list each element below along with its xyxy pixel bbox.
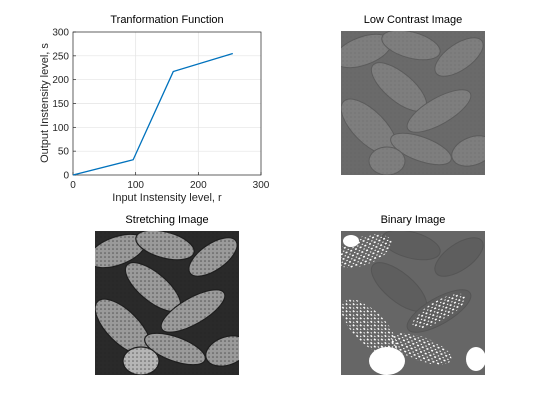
y-tick-label: 150 [52, 99, 69, 110]
x-tick-label: 200 [190, 180, 207, 191]
y-tick-label: 200 [52, 75, 69, 86]
x-tick-label: 100 [127, 180, 144, 191]
y-tick-label: 100 [52, 123, 69, 134]
x-tick-label: 300 [253, 180, 270, 191]
binary-image [334, 229, 486, 375]
stretching-image [87, 229, 249, 376]
y-tick-label: 0 [63, 171, 69, 182]
low-contrast-image [333, 29, 495, 176]
y-tick-label: 250 [52, 51, 69, 62]
y-tick-label: 300 [52, 28, 69, 39]
y-tick-label: 50 [58, 147, 70, 158]
x-axis-label: Input Instensity level, r [112, 192, 222, 204]
binary-title: Binary Image [380, 214, 446, 226]
series-line [72, 52, 233, 176]
plot-title: Tranformation Function [110, 14, 224, 26]
low-contrast-title: Low Contrast Image [363, 14, 463, 26]
y-axis-label: Output Instensity level, s [39, 43, 51, 163]
stretching-title: Stretching Image [125, 214, 209, 226]
x-tick-label: 0 [70, 180, 76, 191]
